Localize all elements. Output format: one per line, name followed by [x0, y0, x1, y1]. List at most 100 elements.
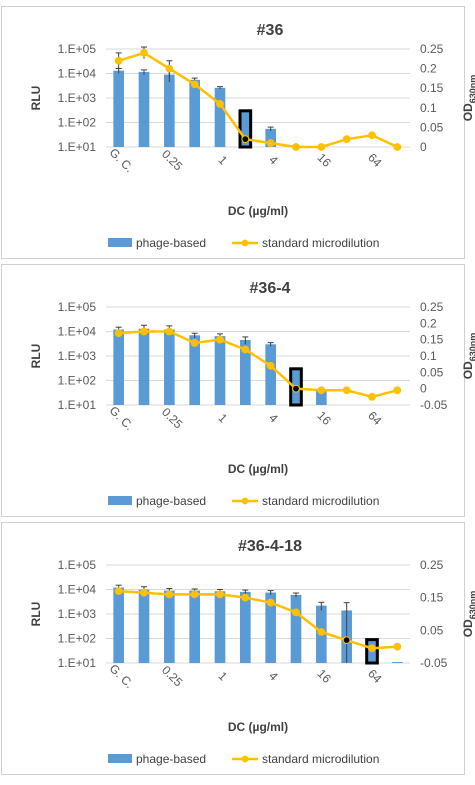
legend-bar-swatch [108, 238, 132, 247]
line-point [115, 57, 122, 64]
line-point [166, 328, 173, 335]
bar [139, 72, 150, 147]
line-point [217, 336, 224, 343]
line-point [293, 609, 300, 616]
line-point [191, 591, 198, 598]
y2-tick-label: -0.05 [420, 656, 448, 670]
bar [164, 591, 175, 663]
chart-panel-2: #36-41.E+011.E+021.E+031.E+041.E+05-0.05… [2, 265, 475, 517]
y2-tick-label: -0.05 [420, 398, 448, 412]
legend-line-label: standard microdilution [262, 236, 379, 250]
bar [215, 336, 226, 405]
y2-tick-label: 0.1 [420, 101, 437, 115]
y2-tick-label: 0.1 [420, 349, 437, 363]
y-tick-label: 1.E+01 [58, 398, 97, 412]
y-axis-label: RLU [29, 344, 43, 369]
bar [164, 75, 175, 147]
line-point [394, 387, 401, 394]
y2-tick-label: 0.15 [420, 333, 444, 347]
line-point [191, 81, 198, 88]
line-point [141, 50, 148, 57]
chart-panel-1: #361.E+011.E+021.E+031.E+041.E+0500.050.… [2, 7, 475, 259]
bar [392, 662, 403, 663]
line-point [394, 643, 401, 650]
y-tick-label: 1.E+04 [58, 583, 97, 597]
bar [113, 330, 124, 405]
line-point [318, 629, 325, 636]
line-point [242, 136, 249, 143]
legend-bar-label: phage-based [136, 494, 206, 508]
legend-bar-swatch [108, 496, 132, 505]
y2-tick-label: 0.05 [420, 365, 444, 379]
legend-bar-label: phage-based [136, 236, 206, 250]
bar [189, 591, 200, 663]
y2-tick-label: 0.15 [420, 591, 444, 605]
line-point [267, 599, 274, 606]
legend-line-marker [242, 756, 249, 763]
line-point [293, 385, 300, 392]
y2-tick-label: 0.15 [420, 81, 444, 95]
line-point [115, 330, 122, 337]
x-axis-label: DC (µg/ml) [228, 720, 288, 734]
line-point [166, 591, 173, 598]
line-point [166, 65, 173, 72]
y-tick-label: 1.E+01 [58, 656, 97, 670]
line-point [115, 588, 122, 595]
y-tick-label: 1.E+02 [58, 116, 97, 130]
line-point [369, 393, 376, 400]
line-point [318, 387, 325, 394]
y-tick-label: 1.E+02 [58, 632, 97, 646]
y-tick-label: 1.E+04 [58, 325, 97, 339]
y2-tick-label: 0.05 [420, 120, 444, 134]
bar [139, 329, 150, 405]
line-point [369, 645, 376, 652]
line-point [343, 136, 350, 143]
bar [189, 80, 200, 147]
line-point [343, 387, 350, 394]
legend-bar-label: phage-based [136, 752, 206, 766]
x-axis-label: DC (µg/ml) [228, 204, 288, 218]
line-point [191, 340, 198, 347]
bar [291, 595, 302, 663]
y-tick-label: 1.E+05 [58, 558, 97, 572]
line-point [242, 594, 249, 601]
y-tick-label: 1.E+04 [58, 67, 97, 81]
y-tick-label: 1.E+02 [58, 374, 97, 388]
bar [240, 592, 251, 663]
legend-line-marker [242, 240, 249, 247]
legend-line-marker [242, 498, 249, 505]
bar [164, 330, 175, 405]
line-point [141, 589, 148, 596]
legend-line-label: standard microdilution [262, 752, 379, 766]
y-axis-label: RLU [29, 602, 43, 627]
chart-title: #36-4 [250, 280, 291, 297]
bar [139, 590, 150, 664]
y-axis-label: RLU [29, 86, 43, 111]
legend-line-label: standard microdilution [262, 494, 379, 508]
chart-title: #36-4-18 [238, 538, 302, 555]
line-point [267, 362, 274, 369]
line-point [369, 132, 376, 139]
y2-tick-label: 0.2 [420, 62, 437, 76]
y-tick-label: 1.E+03 [58, 607, 97, 621]
y-tick-label: 1.E+03 [58, 91, 97, 105]
bar [113, 588, 124, 663]
y-tick-label: 1.E+01 [58, 140, 97, 154]
chart-panel-3: #36-4-18 1.E+01 1.E+02 1.E+03 1.E+04 1.E+05 -0… [2, 523, 475, 775]
line-point [267, 140, 274, 147]
chart-title: #36 [257, 22, 284, 39]
line-point [394, 144, 401, 151]
legend-bar-swatch [108, 754, 132, 763]
line-point [293, 144, 300, 151]
y-tick-label: 1.E+05 [58, 42, 97, 56]
bar [215, 591, 226, 663]
line-point [343, 637, 350, 644]
y2-tick-label: 0.05 [420, 623, 444, 637]
line-point [217, 100, 224, 107]
y2-tick-label: 0.25 [420, 42, 444, 56]
bar [265, 344, 276, 405]
bar [215, 88, 226, 147]
y2-tick-label: 0.25 [420, 558, 444, 572]
line-point [217, 591, 224, 598]
